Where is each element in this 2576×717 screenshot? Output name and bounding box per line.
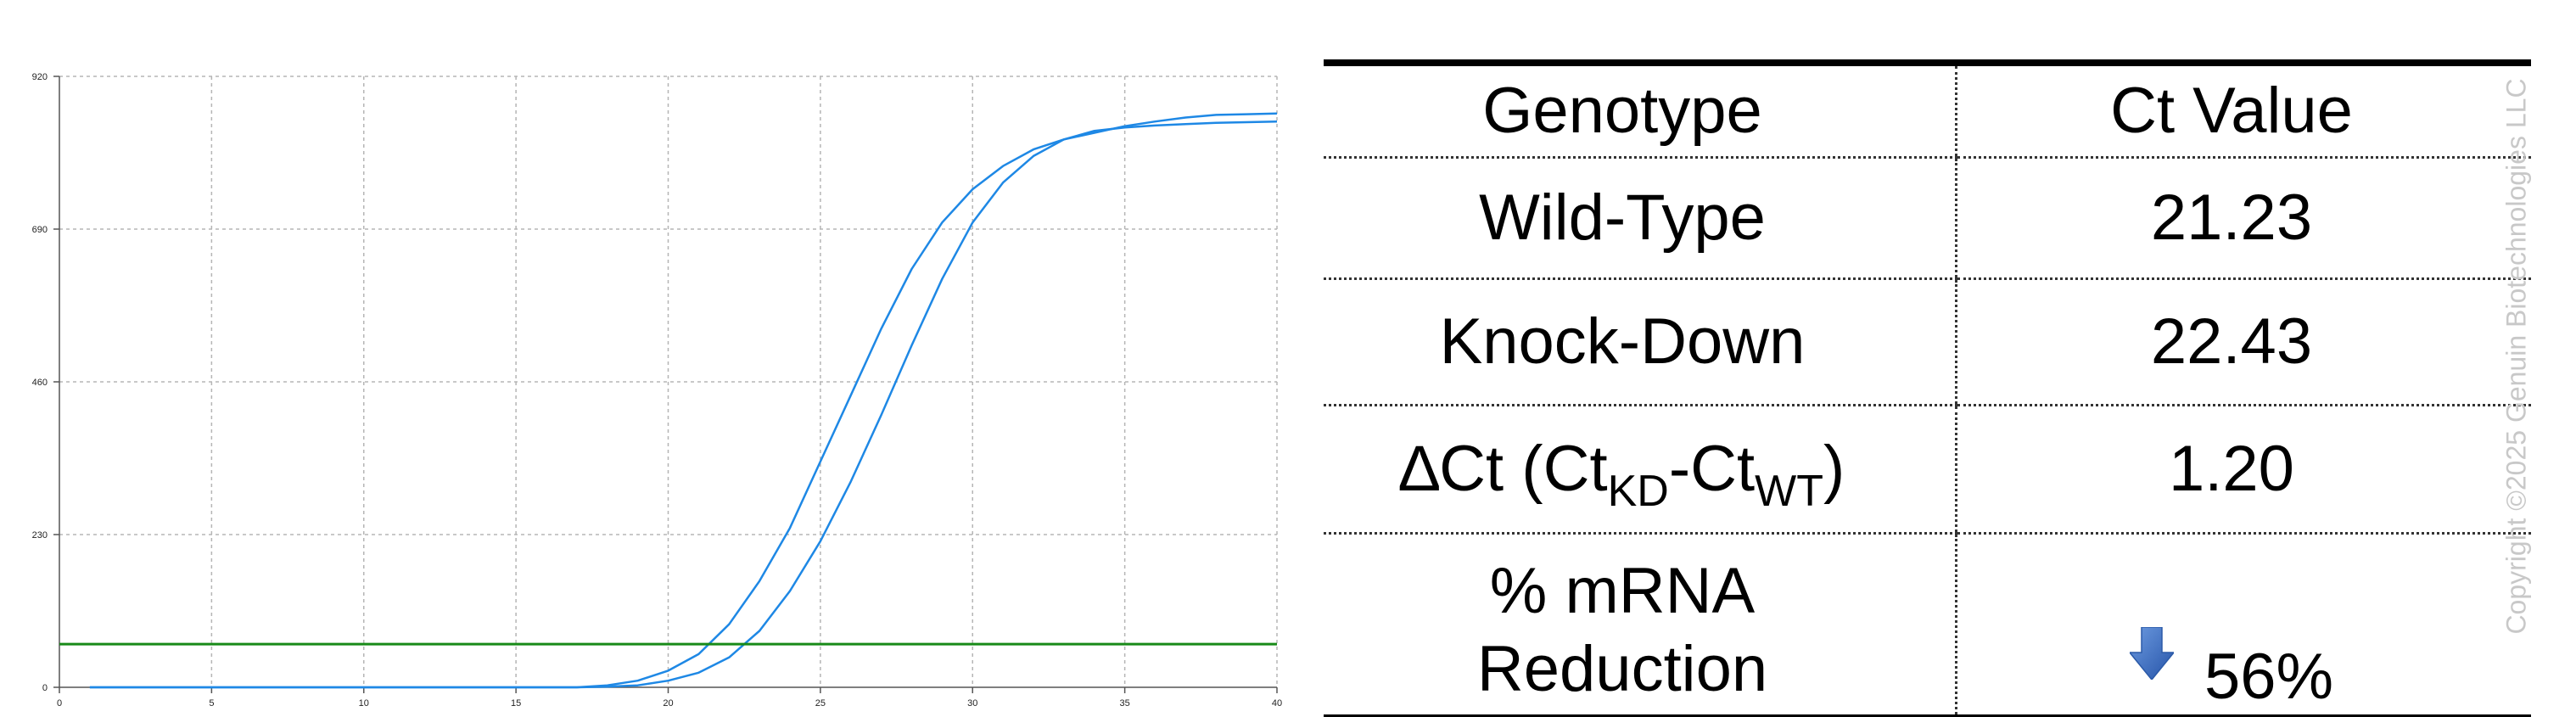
subscript-kd: KD [1607,467,1669,516]
y-tick-label: 230 [32,530,48,541]
x-tick-label: 5 [209,698,214,709]
delta-label-part-a: Ct (Ct [1439,433,1608,505]
grid-layer [59,76,1278,687]
amplification-curve-2 [89,120,1278,689]
axis-layer: 0 5 10 15 20 25 30 35 40 0 230 460 690 920 [32,72,1282,709]
delta-ct-value: 1.20 [1955,405,2531,535]
delta-label-part-b: -Ct [1668,433,1756,505]
mrna-reduction-value: 56% [2204,641,2334,713]
x-tick-label: 30 [967,698,977,709]
knock-down-ct: 22.43 [1955,278,2531,406]
ct-results-table: Genotype Ct Value Wild-Type 21.23 Knock-… [1324,59,2531,717]
genotype-header: Genotype [1324,59,1957,159]
delta-ct-label: ∆Ct (CtKD-CtWT) [1324,405,1957,535]
table-row-delta-ct: ∆Ct (CtKD-CtWT) 1.20 [1324,405,2531,535]
subscript-wt: WT [1755,467,1824,516]
x-tick-label: 10 [359,698,369,709]
x-tick-label: 35 [1120,698,1130,709]
delta-symbol: ∆ [1399,433,1440,505]
wild-type-ct: 21.23 [1955,157,2531,280]
amplification-chart: 0 5 10 15 20 25 30 35 40 0 230 460 690 920 [32,72,1282,709]
table-row-wild-type: Wild-Type 21.23 [1324,157,2531,280]
copyright-notice: Copyright ©2025 Genuin Biotechnologies L… [2500,78,2532,635]
x-tick-label: 15 [511,698,521,709]
ct-value-header: Ct Value [1955,59,2531,159]
mrna-reduction-label: % mRNA Reduction [1324,533,1957,717]
x-tick-label: 25 [815,698,826,709]
y-tick-label: 690 [32,225,48,235]
mrna-reduction-line1: % mRNA [1489,554,1756,627]
table-header-row: Genotype Ct Value [1324,59,2531,159]
mrna-reduction-value-cell: 56% [1955,533,2531,717]
knock-down-label: Knock-Down [1324,278,1957,406]
delta-label-part-c: ) [1823,433,1845,505]
x-tick-label: 40 [1272,698,1282,709]
y-tick-label: 920 [32,72,48,82]
table-row-mrna-reduction: % mRNA Reduction 56% [1324,533,2531,717]
y-tick-label: 0 [42,683,48,693]
mrna-reduction-line2: Reduction [1476,633,1768,706]
table-row-knock-down: Knock-Down 22.43 [1324,278,2531,406]
x-tick-label: 20 [663,698,673,709]
y-tick-label: 460 [32,378,48,388]
amplification-curve-1 [89,112,1278,689]
series-layer [89,112,1278,689]
x-tick-label: 0 [57,698,62,709]
down-arrow-icon [2129,627,2174,680]
wild-type-label: Wild-Type [1324,157,1957,280]
